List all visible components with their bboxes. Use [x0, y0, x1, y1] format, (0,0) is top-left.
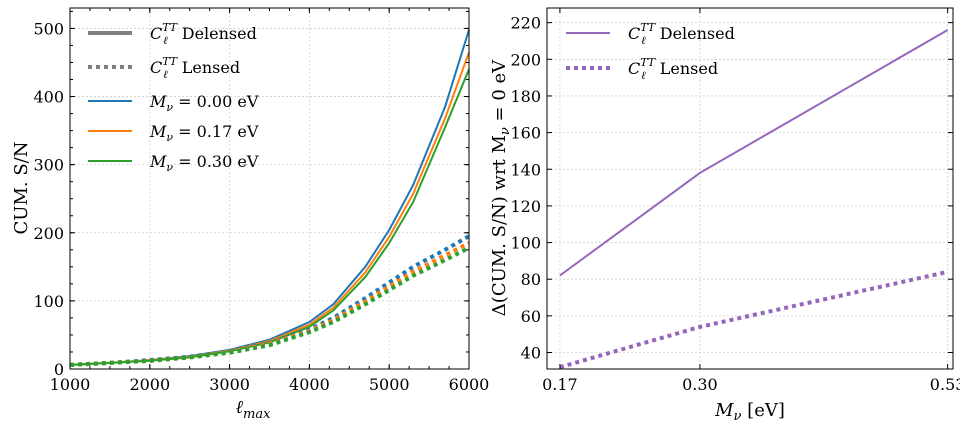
legend-text-lensed: Lensed [182, 58, 240, 77]
right-chart-ylabel-sub: ν [498, 127, 513, 135]
left-chart-xlabel-main: ℓ [236, 397, 244, 418]
legend-text-delensed: Delensed [660, 24, 735, 43]
legend-label-delensed: CTT ℓ Delensed [150, 21, 257, 47]
left-chart-series [69, 29, 470, 367]
legend-c-sub: ℓ [163, 34, 168, 47]
right-chart-xlabel-sub: ν [734, 409, 742, 424]
legend-label-mnu-017: Mν = 0.17 eV [149, 122, 259, 144]
right-chart-grid [547, 8, 953, 369]
x-tick-label: 6000 [449, 375, 490, 394]
legend-c-sub: ℓ [641, 34, 646, 47]
legend-m-value: = 0.17 eV [173, 122, 259, 141]
legend-m-sub: ν [166, 101, 173, 114]
series-line-delensed-2 [69, 68, 470, 366]
legend-c-sub: ℓ [163, 68, 168, 81]
y-tick-label: 120 [510, 197, 541, 216]
legend-entry-delensed: CTT ℓ Delensed [566, 21, 735, 47]
legend-m-value: = 0.00 eV [173, 92, 259, 111]
left-chart-legend: CTT ℓ Delensed CTT ℓ Lensed Mν = 0.00 eV Mν … [88, 21, 259, 174]
legend-m-value: = 0.30 eV [173, 152, 259, 171]
y-tick-label: 160 [510, 124, 541, 143]
right-chart-xlabel-rest: [eV] [741, 400, 784, 421]
right-chart-ticks: 0.17 0.30 0.53 40 60 80 100 120 140 160 180 200 220 [510, 8, 960, 394]
y-tick-label: 80 [521, 270, 541, 289]
legend-text-lensed: Lensed [660, 59, 718, 78]
y-tick-label: 60 [521, 307, 541, 326]
x-tick-label: 3000 [209, 375, 250, 394]
legend-c-symbol: C [150, 24, 162, 43]
legend-m-sub: ν [166, 131, 173, 144]
legend-entry-lensed: CTT ℓ Lensed [88, 55, 240, 81]
right-chart-xlabel: Mν [eV] [714, 400, 785, 424]
right-chart-series [559, 29, 949, 370]
legend-m-symbol: M [149, 152, 167, 171]
left-chart-ylabel: CUM. S/N [11, 142, 32, 235]
legend-entry-lensed: CTT ℓ Lensed [566, 56, 718, 82]
y-tick-label: 400 [33, 88, 64, 107]
legend-c-sup: TT [162, 21, 179, 34]
x-tick-label: 1000 [50, 375, 91, 394]
series-line-delensed-0 [69, 29, 470, 366]
y-tick-label: 220 [510, 14, 541, 33]
y-tick-label: 0 [54, 360, 64, 379]
x-tick-label: 0.17 [542, 375, 578, 394]
left-chart-ticks: 1000 2000 3000 4000 5000 6000 0 100 200 300 400 500 [33, 8, 489, 394]
legend-label-delensed: CTT ℓ Delensed [628, 21, 735, 47]
legend-m-sub: ν [166, 161, 173, 174]
legend-entry-mnu-000: Mν = 0.00 eV [88, 92, 259, 114]
legend-m-symbol: M [149, 92, 167, 111]
legend-c-sub: ℓ [641, 69, 646, 82]
legend-c-symbol: C [150, 58, 162, 77]
left-chart-xlabel-sub: max [243, 407, 271, 422]
series-line-delensed-0 [559, 29, 949, 277]
left-chart-grid [69, 8, 470, 370]
legend-entry-delensed: CTT ℓ Delensed [88, 21, 257, 47]
series-line-lensed-1 [559, 269, 949, 370]
y-tick-label: 200 [510, 50, 541, 69]
y-tick-label: 140 [510, 160, 541, 179]
legend-c-sup: TT [640, 56, 657, 69]
x-tick-label: 5000 [369, 375, 410, 394]
right-chart-ylabel: Δ(CUM. S/N) wrt Mν = 0 eV [489, 59, 513, 316]
left-chart: 1000 2000 3000 4000 5000 6000 0 100 200 300 400 500… [11, 7, 489, 422]
left-chart-xlabel: ℓmax [236, 397, 272, 422]
x-tick-label: 0.53 [930, 375, 960, 394]
y-tick-label: 100 [510, 234, 541, 253]
right-chart: 0.170.300.53406080100120140160180200220 … [489, 7, 960, 424]
legend-c-sup: TT [162, 55, 179, 68]
right-chart-frame [546, 7, 954, 370]
legend-label-mnu-030: Mν = 0.30 eV [149, 152, 259, 174]
legend-c-symbol: C [628, 24, 640, 43]
right-chart-legend: CTT ℓ Delensed CTT ℓ Lensed [566, 21, 735, 82]
y-tick-label: 180 [510, 87, 541, 106]
y-tick-label: 200 [33, 224, 64, 243]
legend-c-symbol: C [628, 59, 640, 78]
legend-c-sup: TT [640, 21, 657, 34]
x-tick-label: 0.30 [682, 375, 718, 394]
series-line-lensed-5 [69, 246, 470, 367]
y-tick-label: 300 [33, 156, 64, 175]
legend-label-lensed: CTT ℓ Lensed [628, 56, 718, 82]
right-chart-ylabel-pre: Δ(CUM. S/N) wrt M [489, 135, 510, 316]
legend-entry-mnu-017: Mν = 0.17 eV [88, 122, 259, 144]
y-tick-label: 100 [33, 292, 64, 311]
x-tick-label: 4000 [289, 375, 330, 394]
legend-label-mnu-000: Mν = 0.00 eV [149, 92, 259, 114]
left-chart-frame [69, 7, 470, 370]
y-tick-label: 500 [33, 19, 64, 38]
legend-label-lensed: CTT ℓ Lensed [150, 55, 240, 81]
legend-m-symbol: M [149, 122, 167, 141]
legend-entry-mnu-030: Mν = 0.30 eV [88, 152, 259, 174]
x-tick-label: 2000 [129, 375, 170, 394]
legend-text-delensed: Delensed [182, 24, 257, 43]
right-chart-ylabel-post: = 0 eV [489, 59, 510, 127]
right-chart-xlabel-main: M [714, 400, 734, 421]
y-tick-label: 40 [521, 344, 541, 363]
